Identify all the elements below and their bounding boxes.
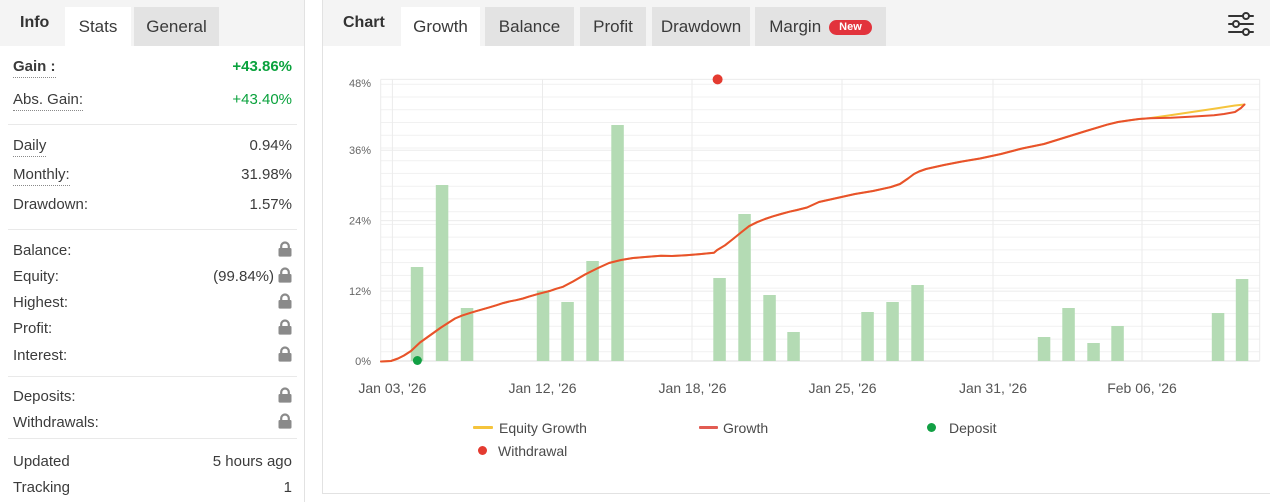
svg-text:0%: 0%	[355, 356, 371, 368]
svg-text:36%: 36%	[349, 145, 371, 157]
svg-text:Jan 31, '26: Jan 31, '26	[959, 380, 1027, 396]
svg-text:24%: 24%	[349, 216, 371, 228]
svg-text:Jan 25, '26: Jan 25, '26	[808, 380, 876, 396]
svg-text:Jan 18, '26: Jan 18, '26	[658, 380, 726, 396]
svg-text:Jan 12, '26: Jan 12, '26	[508, 380, 576, 396]
svg-text:Jan 03, '26: Jan 03, '26	[358, 380, 426, 396]
svg-text:Feb 06, '26: Feb 06, '26	[1107, 380, 1177, 396]
svg-text:12%: 12%	[349, 286, 371, 298]
svg-text:48%: 48%	[349, 78, 371, 90]
